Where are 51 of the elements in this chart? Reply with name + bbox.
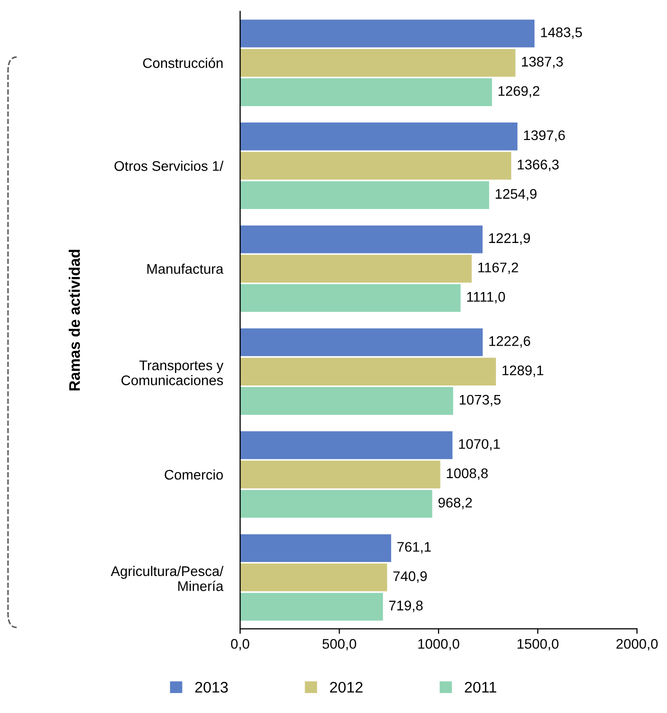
x-tick-label: 1500,0 <box>518 638 558 650</box>
bar <box>240 20 534 48</box>
bar <box>240 48 516 77</box>
bar <box>240 431 452 460</box>
x-tick-label: 2000,0 <box>616 638 658 650</box>
bar <box>240 564 388 592</box>
bar <box>240 254 472 283</box>
data-label: 1070,1 <box>459 439 500 451</box>
y-tick-label: Transportes y Comunicaciones <box>121 360 224 386</box>
legend-label: 2012 <box>330 682 363 693</box>
y-tick-label: Construcción <box>143 58 223 68</box>
data-label: 1269,2 <box>498 86 540 98</box>
data-label: 1289,1 <box>502 365 544 377</box>
data-label: 1073,5 <box>460 394 501 406</box>
y-axis-title: Ramas de actividad <box>68 250 80 390</box>
bar <box>240 78 492 106</box>
data-label: 1397,6 <box>524 130 565 142</box>
x-tick-label: 1000,0 <box>418 638 460 650</box>
bar <box>240 358 496 386</box>
data-label: 1254,9 <box>496 188 537 200</box>
data-label: 1387,3 <box>522 56 563 68</box>
bar <box>240 328 483 356</box>
bar <box>240 387 454 415</box>
bar <box>240 592 383 621</box>
bar <box>240 534 392 562</box>
data-label: 1222,6 <box>489 336 530 348</box>
y-tick-label: Comercio <box>164 469 223 480</box>
bar <box>240 225 483 254</box>
data-label: 1008,8 <box>446 468 488 480</box>
data-label: 1111,0 <box>467 292 505 304</box>
data-label: 1221,9 <box>489 233 530 245</box>
data-label: 761,1 <box>397 542 431 554</box>
bar <box>240 181 490 209</box>
bar <box>240 490 432 518</box>
y-tick-label: Agricultura/Pesca/ Minería <box>110 566 224 592</box>
data-label: 719,8 <box>389 600 423 612</box>
data-label: 740,9 <box>393 571 427 583</box>
y-tick-label: Manufactura <box>147 264 224 274</box>
data-label: 1167,2 <box>478 262 518 274</box>
legend-label: 2011 <box>464 682 496 693</box>
data-label: 1366,3 <box>518 160 559 172</box>
x-tick-label: 500,0 <box>322 638 356 650</box>
bar <box>240 284 461 312</box>
bar <box>240 152 512 180</box>
y-tick-label: Otros Servicios 1/ <box>114 160 224 171</box>
data-label: 1483,5 <box>541 27 582 39</box>
data-label: 968,2 <box>438 498 472 510</box>
bar <box>240 122 518 150</box>
legend-label: 2013 <box>195 682 228 693</box>
x-tick-label: 0,0 <box>231 638 250 650</box>
bar <box>240 460 440 488</box>
